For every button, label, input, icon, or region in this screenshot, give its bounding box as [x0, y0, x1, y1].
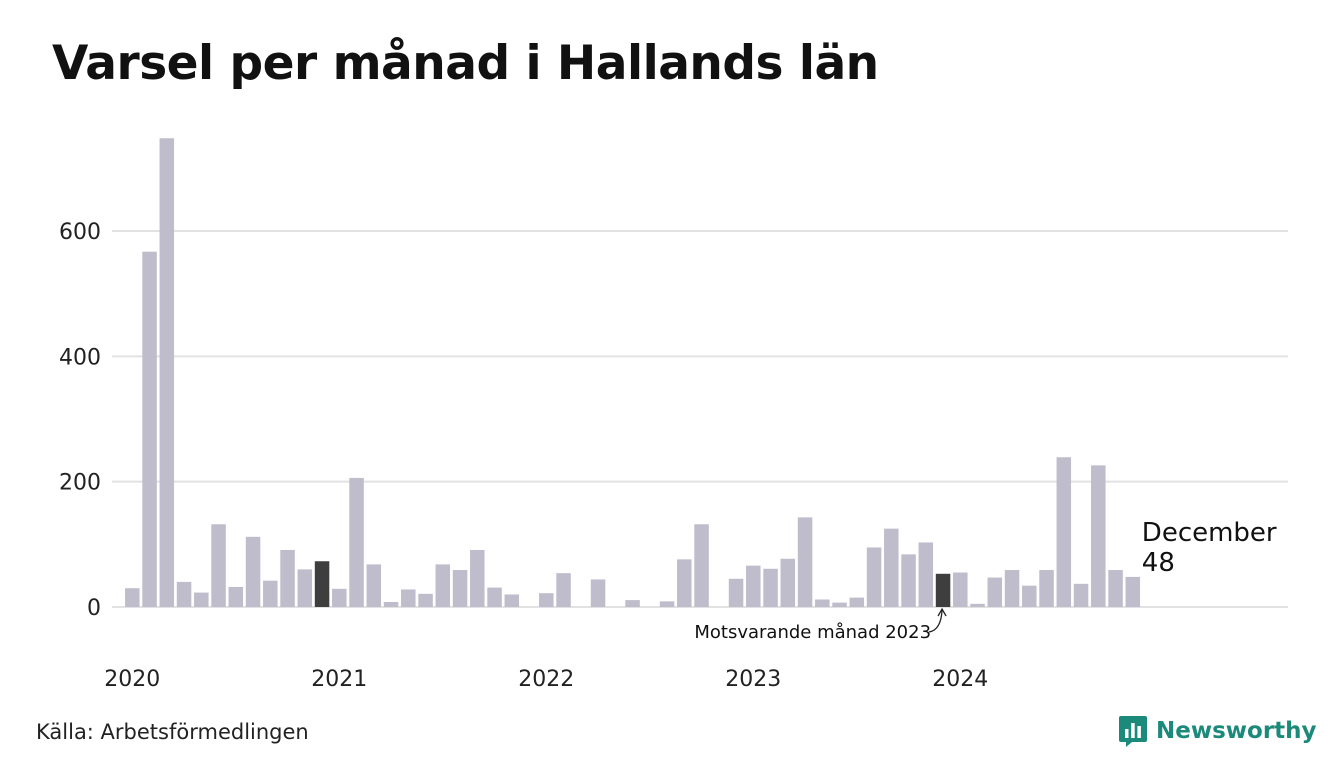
- bar: [659, 601, 675, 607]
- bar: [1125, 576, 1141, 607]
- bar: [194, 592, 209, 607]
- bar: [970, 603, 985, 607]
- bar: [1091, 465, 1106, 607]
- bar: [1108, 570, 1123, 607]
- x-tick-label: 2023: [725, 667, 781, 692]
- bar: [625, 600, 640, 607]
- bar-chart: 0 200 400 600 2020 2021 2022 2023 2024 December…: [59, 138, 1288, 692]
- bar-compare: [935, 573, 951, 607]
- bar: [470, 549, 485, 607]
- bar: [1004, 570, 1020, 607]
- y-tick-label: 400: [59, 345, 101, 370]
- bar: [556, 573, 571, 607]
- bar: [452, 570, 468, 607]
- chart-title: Varsel per månad i Hallands län: [52, 36, 879, 91]
- y-tick-label: 200: [59, 471, 101, 496]
- bar: [849, 597, 865, 607]
- bar: [728, 578, 744, 607]
- bar: [401, 589, 416, 607]
- bar: [1073, 583, 1089, 607]
- highlight-value-label: 48: [1142, 548, 1175, 578]
- bar: [677, 559, 692, 607]
- bar: [297, 569, 313, 607]
- bar: [176, 581, 192, 607]
- compare-arrow: [928, 609, 943, 633]
- bar: [987, 577, 1003, 607]
- x-tick-label: 2020: [104, 667, 160, 692]
- bar: [159, 138, 175, 607]
- brand-name: Newsworthy: [1156, 718, 1317, 744]
- bar: [349, 477, 364, 607]
- bar: [366, 564, 382, 607]
- source-note: Källa: Arbetsförmedlingen: [36, 720, 309, 744]
- bar: [332, 588, 347, 607]
- bar: [263, 580, 278, 607]
- compare-month-label: Motsvarande månad 2023: [694, 622, 931, 643]
- highlight-month-label: December: [1142, 518, 1277, 548]
- bar: [953, 572, 968, 607]
- x-tick-label: 2024: [932, 667, 988, 692]
- bar: [815, 599, 830, 607]
- bar: [142, 251, 157, 607]
- bar-compare: [314, 561, 330, 607]
- newsworthy-logo-icon: [1119, 716, 1147, 747]
- bar: [228, 586, 244, 607]
- bar: [1056, 457, 1072, 607]
- bar: [383, 601, 399, 607]
- x-axis-ticks: 2020 2021 2022 2023 2024: [104, 667, 988, 692]
- brand-logo: Newsworthy: [1118, 714, 1317, 748]
- bar: [1022, 585, 1037, 607]
- y-tick-label: 0: [87, 596, 101, 621]
- bar: [763, 568, 778, 607]
- bar: [590, 579, 606, 607]
- compare-arrowhead: [937, 607, 947, 617]
- bar: [539, 593, 554, 607]
- bar: [884, 528, 899, 607]
- bar: [1039, 570, 1054, 607]
- bar: [694, 524, 709, 607]
- y-axis-ticks: 0 200 400 600: [59, 220, 101, 621]
- bar: [487, 587, 502, 607]
- annotations: December 48 Motsvarande månad 2023: [694, 518, 1277, 643]
- bar: [780, 558, 796, 607]
- x-tick-label: 2021: [311, 667, 367, 692]
- bar: [211, 524, 226, 607]
- bar: [797, 517, 813, 607]
- bar: [918, 542, 934, 607]
- bars: [125, 138, 1141, 607]
- y-tick-label: 600: [59, 220, 101, 245]
- bar: [435, 564, 451, 607]
- bar: [901, 554, 916, 607]
- bar: [866, 547, 882, 607]
- bar: [504, 594, 520, 607]
- bar: [418, 593, 433, 607]
- x-tick-label: 2022: [518, 667, 574, 692]
- bar: [125, 588, 140, 607]
- bar: [746, 565, 761, 607]
- bar: [280, 549, 295, 607]
- bar: [245, 536, 261, 607]
- bar: [832, 602, 847, 607]
